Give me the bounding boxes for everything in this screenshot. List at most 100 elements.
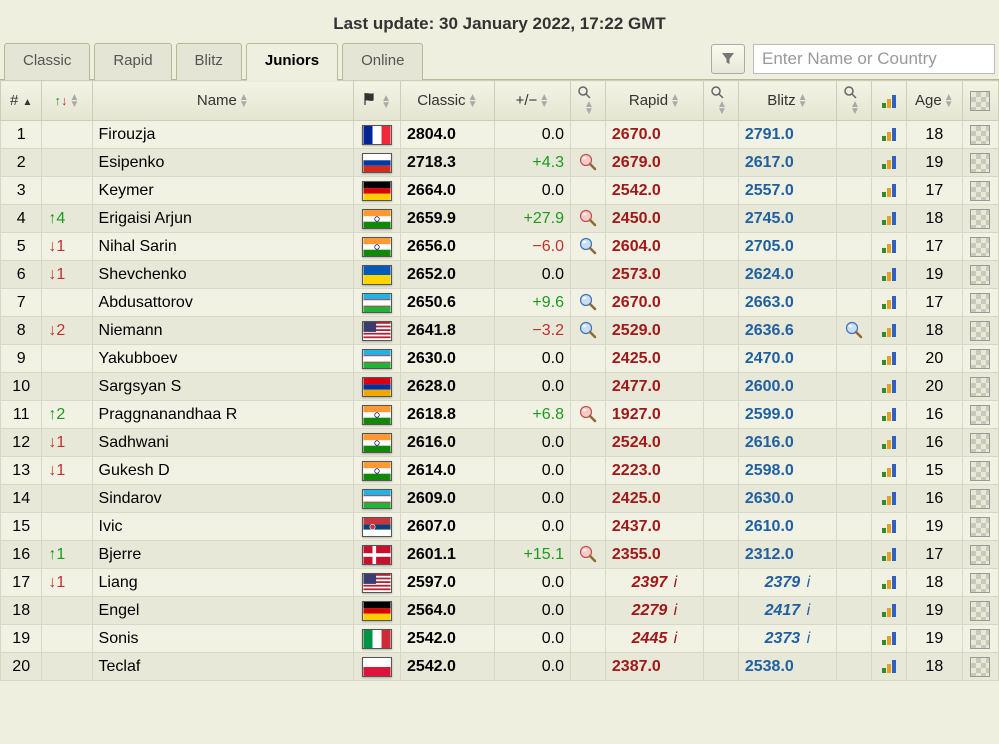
name-cell[interactable]: Bjerre (92, 541, 354, 569)
name-cell[interactable]: Sargsyan S (92, 373, 354, 401)
tab-classic[interactable]: Classic (4, 43, 90, 80)
board-cell[interactable] (962, 233, 998, 261)
chart-cell[interactable] (871, 233, 906, 261)
col-rapid[interactable]: Rapid▲▼ (605, 81, 703, 121)
col-chart[interactable] (871, 81, 906, 121)
chart-cell[interactable] (871, 345, 906, 373)
flag-cell[interactable] (354, 121, 401, 149)
board-cell[interactable] (962, 177, 998, 205)
tab-juniors[interactable]: Juniors (246, 43, 338, 80)
col-magnifier-rapid[interactable]: ▲▼ (703, 81, 738, 121)
col-classic[interactable]: Classic▲▼ (400, 81, 494, 121)
blitz-mag-cell[interactable] (836, 317, 871, 345)
chart-cell[interactable] (871, 121, 906, 149)
board-cell[interactable] (962, 653, 998, 681)
chart-cell[interactable] (871, 205, 906, 233)
name-cell[interactable]: Sindarov (92, 485, 354, 513)
flag-cell[interactable] (354, 485, 401, 513)
chart-cell[interactable] (871, 653, 906, 681)
name-cell[interactable]: Teclaf (92, 653, 354, 681)
flag-cell[interactable] (354, 429, 401, 457)
flag-cell[interactable] (354, 597, 401, 625)
board-cell[interactable] (962, 513, 998, 541)
col-name[interactable]: Name▲▼ (92, 81, 354, 121)
col-magnifier-classic[interactable]: ▲▼ (571, 81, 606, 121)
flag-cell[interactable] (354, 345, 401, 373)
col-age[interactable]: Age▲▼ (906, 81, 962, 121)
classic-mag-cell[interactable] (571, 317, 606, 345)
chart-cell[interactable] (871, 429, 906, 457)
chart-cell[interactable] (871, 401, 906, 429)
classic-mag-cell[interactable] (571, 205, 606, 233)
board-cell[interactable] (962, 457, 998, 485)
filter-button[interactable] (711, 44, 745, 74)
board-cell[interactable] (962, 345, 998, 373)
board-cell[interactable] (962, 121, 998, 149)
tab-blitz[interactable]: Blitz (176, 43, 242, 80)
board-cell[interactable] (962, 429, 998, 457)
board-cell[interactable] (962, 261, 998, 289)
flag-cell[interactable] (354, 177, 401, 205)
chart-cell[interactable] (871, 625, 906, 653)
tab-online[interactable]: Online (342, 43, 423, 80)
name-cell[interactable]: Praggnanandhaa R (92, 401, 354, 429)
classic-mag-cell[interactable] (571, 289, 606, 317)
board-cell[interactable] (962, 149, 998, 177)
col-plusminus[interactable]: +/−▲▼ (494, 81, 570, 121)
flag-cell[interactable] (354, 233, 401, 261)
flag-cell[interactable] (354, 401, 401, 429)
name-cell[interactable]: Gukesh D (92, 457, 354, 485)
classic-mag-cell[interactable] (571, 149, 606, 177)
name-cell[interactable]: Engel (92, 597, 354, 625)
flag-cell[interactable] (354, 261, 401, 289)
board-cell[interactable] (962, 597, 998, 625)
chart-cell[interactable] (871, 457, 906, 485)
chart-cell[interactable] (871, 485, 906, 513)
board-cell[interactable] (962, 317, 998, 345)
chart-cell[interactable] (871, 261, 906, 289)
chart-cell[interactable] (871, 373, 906, 401)
classic-mag-cell[interactable] (571, 541, 606, 569)
col-board[interactable] (962, 81, 998, 121)
name-cell[interactable]: Abdusattorov (92, 289, 354, 317)
classic-mag-cell[interactable] (571, 233, 606, 261)
col-magnifier-blitz[interactable]: ▲▼ (836, 81, 871, 121)
name-cell[interactable]: Erigaisi Arjun (92, 205, 354, 233)
board-cell[interactable] (962, 289, 998, 317)
col-change[interactable]: ↑↓▲▼ (42, 81, 92, 121)
name-cell[interactable]: Sadhwani (92, 429, 354, 457)
chart-cell[interactable] (871, 317, 906, 345)
flag-cell[interactable] (354, 625, 401, 653)
flag-cell[interactable] (354, 653, 401, 681)
name-cell[interactable]: Niemann (92, 317, 354, 345)
chart-cell[interactable] (871, 569, 906, 597)
flag-cell[interactable] (354, 569, 401, 597)
board-cell[interactable] (962, 485, 998, 513)
flag-cell[interactable] (354, 205, 401, 233)
name-cell[interactable]: Liang (92, 569, 354, 597)
flag-cell[interactable] (354, 373, 401, 401)
classic-mag-cell[interactable] (571, 401, 606, 429)
chart-cell[interactable] (871, 177, 906, 205)
flag-cell[interactable] (354, 317, 401, 345)
col-flag[interactable]: ▲▼ (354, 81, 401, 121)
name-cell[interactable]: Sonis (92, 625, 354, 653)
chart-cell[interactable] (871, 541, 906, 569)
tab-rapid[interactable]: Rapid (94, 43, 171, 80)
name-cell[interactable]: Ivic (92, 513, 354, 541)
name-cell[interactable]: Keymer (92, 177, 354, 205)
col-rank[interactable]: # ▲ (1, 81, 42, 121)
chart-cell[interactable] (871, 149, 906, 177)
name-cell[interactable]: Yakubboev (92, 345, 354, 373)
chart-cell[interactable] (871, 289, 906, 317)
flag-cell[interactable] (354, 289, 401, 317)
flag-cell[interactable] (354, 513, 401, 541)
name-cell[interactable]: Nihal Sarin (92, 233, 354, 261)
board-cell[interactable] (962, 625, 998, 653)
flag-cell[interactable] (354, 541, 401, 569)
board-cell[interactable] (962, 205, 998, 233)
flag-cell[interactable] (354, 457, 401, 485)
name-cell[interactable]: Shevchenko (92, 261, 354, 289)
board-cell[interactable] (962, 541, 998, 569)
chart-cell[interactable] (871, 513, 906, 541)
